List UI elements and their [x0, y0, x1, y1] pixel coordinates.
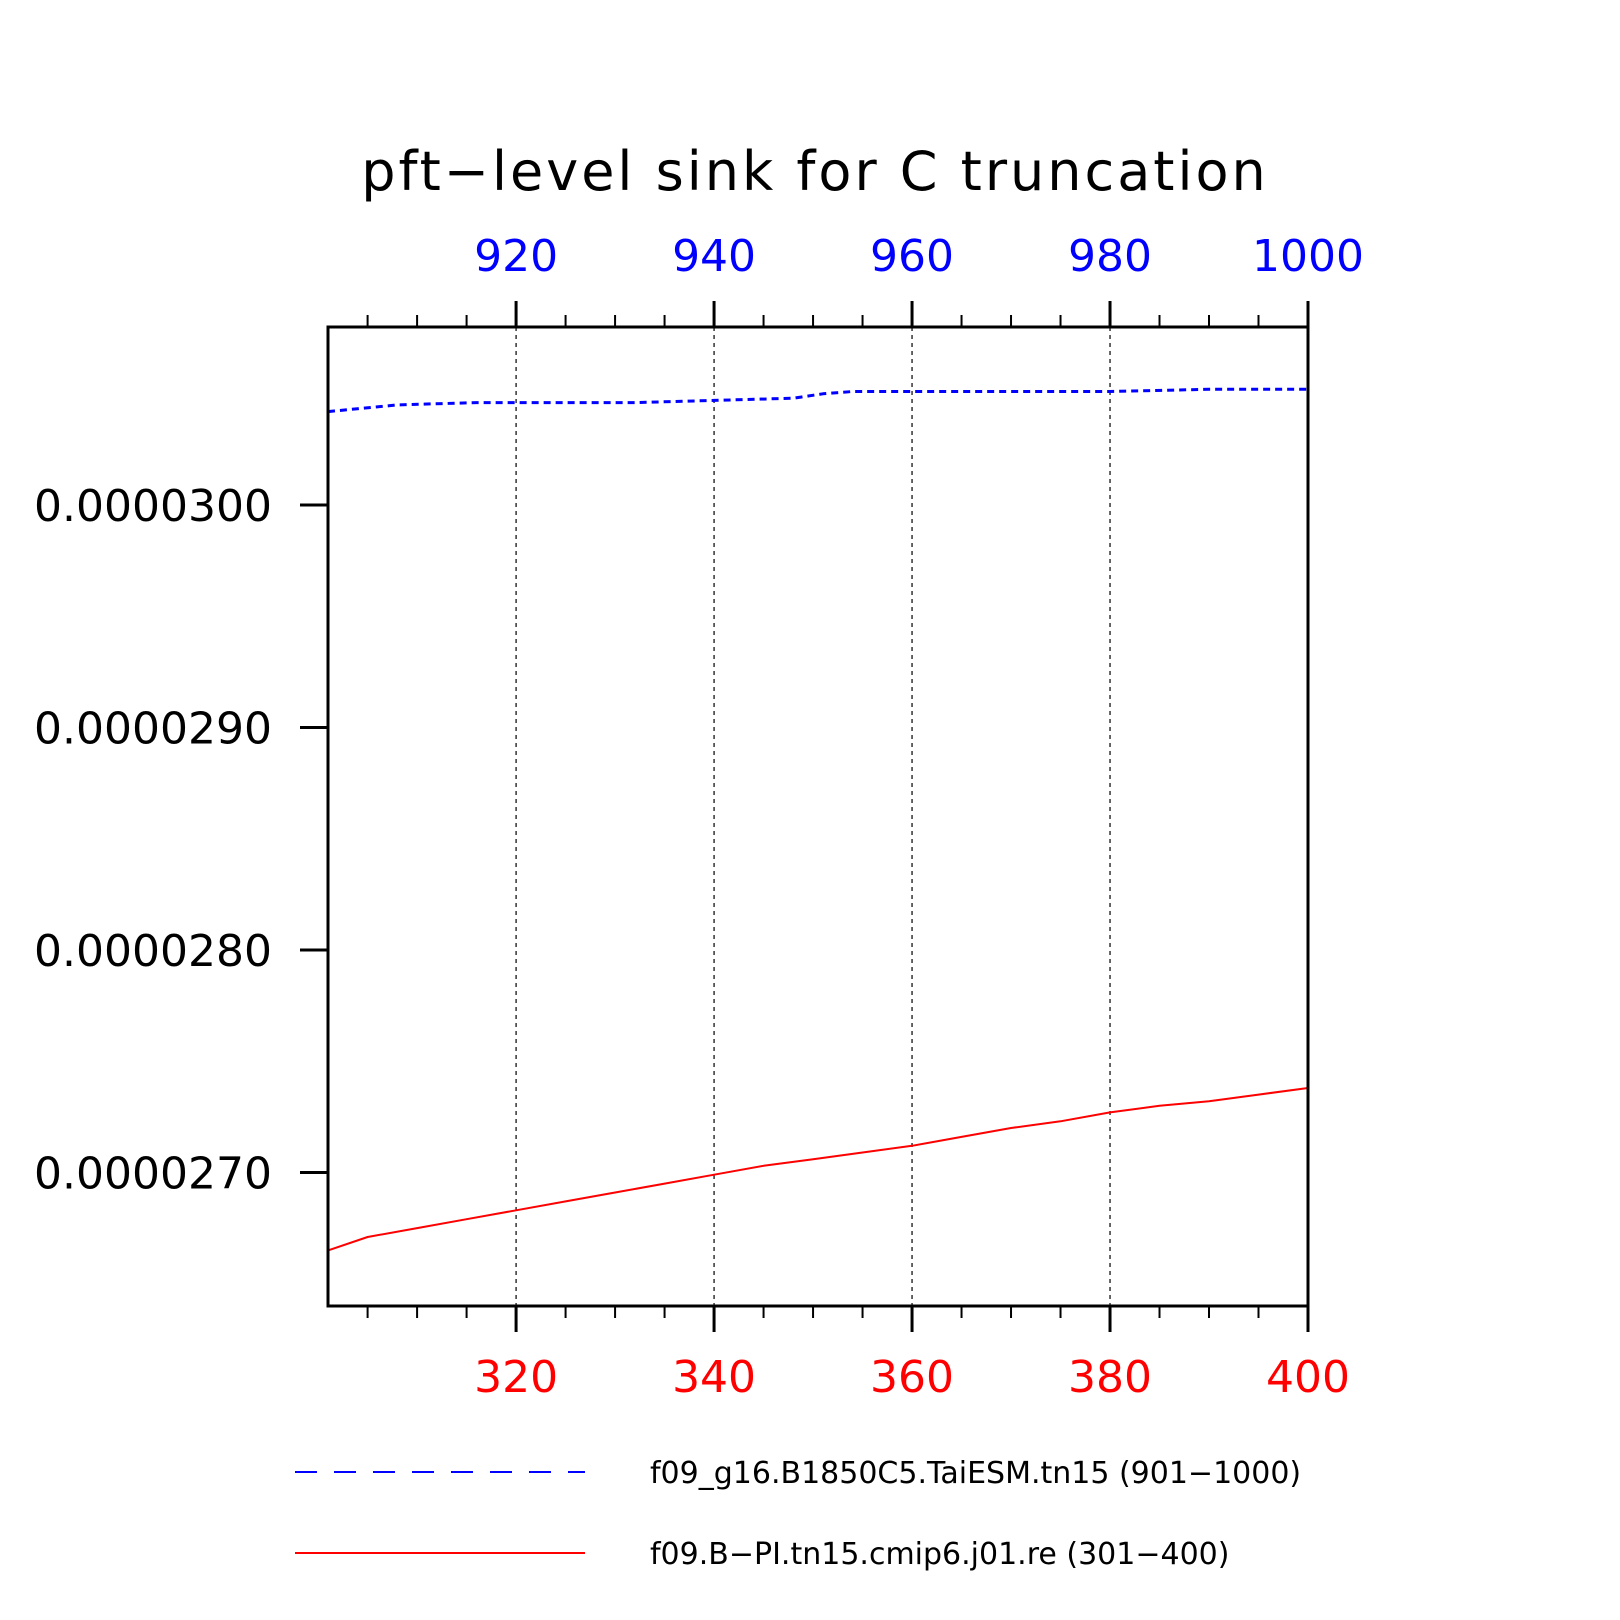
- top-tick-label: 940: [672, 231, 756, 282]
- top-tick-label: 960: [870, 231, 954, 282]
- y-tick-label: 0.0000280: [34, 926, 272, 977]
- top-tick-label: 1000: [1252, 231, 1364, 282]
- plot-frame: [326, 325, 1310, 1308]
- series-line-1: [327, 1087, 1309, 1252]
- y-tick-label: 0.0000290: [34, 704, 272, 755]
- y-tick-label: 0.0000270: [34, 1149, 272, 1200]
- legend: f09_g16.B1850C5.TaiESM.tn15 (901−1000) f0…: [295, 1456, 1301, 1572]
- axes: 0.0000270 0.0000280 0.0000290 0.0000300 320 3…: [34, 231, 1364, 1403]
- series-line-0: [327, 387, 1308, 414]
- series-layer: [327, 387, 1309, 1252]
- bottom-tick-label: 340: [672, 1352, 756, 1403]
- bottom-tick-label: 400: [1266, 1352, 1350, 1403]
- bottom-tick-label: 360: [870, 1352, 954, 1403]
- grid-lines: [515, 327, 1111, 1306]
- top-tick-label: 980: [1068, 231, 1152, 282]
- chart-title: pft−level sink for C truncation: [361, 140, 1268, 203]
- bottom-tick-label: 380: [1068, 1352, 1152, 1403]
- y-tick-label: 0.0000300: [34, 481, 272, 532]
- legend-label-1: f09.B−PI.tn15.cmip6.j01.re (301−400): [650, 1537, 1229, 1572]
- top-tick-label: 920: [474, 231, 558, 282]
- bottom-tick-label: 320: [474, 1352, 558, 1403]
- legend-label-0: f09_g16.B1850C5.TaiESM.tn15 (901−1000): [650, 1456, 1301, 1491]
